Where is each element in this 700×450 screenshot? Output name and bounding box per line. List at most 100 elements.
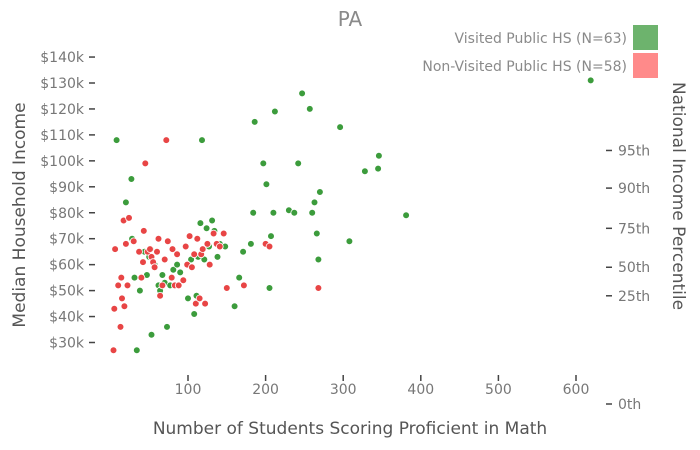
data-point [169,265,178,274]
data-point [154,234,163,243]
data-point [208,216,216,225]
y-tick-label: $130k [40,76,85,92]
data-point [314,284,323,292]
data-point [137,273,146,282]
data-point [122,240,130,248]
data-point [173,250,181,259]
data-point [136,286,144,295]
data-point [184,294,192,303]
data-point [269,209,278,217]
y-tick-label: $120k [40,102,85,118]
data-point [239,247,247,256]
x-tick-label: 600 [563,382,590,398]
data-point [173,260,181,269]
data-point [111,245,119,253]
y2-tick-label: 95th [618,143,650,159]
data-point [153,247,161,256]
data-point [141,159,150,168]
data-point [250,118,259,126]
data-point [135,247,143,256]
y-tick-label: $90k [49,180,85,196]
data-point [117,273,126,282]
data-point [374,164,382,173]
data-point [259,159,268,168]
data-point [118,294,126,303]
data-point [294,159,303,168]
y2-tick-label: 0th [618,397,641,413]
data-point [158,281,167,290]
data-point [202,224,211,233]
data-point [209,229,218,238]
data-point [205,260,214,269]
data-point [267,232,275,240]
data-point [127,175,136,183]
y-tick-label: $60k [49,258,85,274]
data-point [290,209,299,217]
data-point [247,240,255,248]
y2-tick-label: 25th [618,289,650,305]
data-point [130,273,139,282]
data-point [223,284,231,292]
data-point [265,284,274,292]
data-point [196,219,205,227]
data-point [112,136,121,144]
x-tick-label: 400 [407,382,434,398]
y2-tick-label: 90th [618,181,650,197]
secondary-y-axis: 0th 25th 50th 75th 90th 95th [606,143,650,413]
data-point [164,237,172,246]
data-point [271,107,279,116]
legend-swatch [633,25,658,50]
data-point [310,198,319,207]
y-tick-label: $100k [40,154,85,170]
data-point [146,245,154,253]
data-point [179,276,188,285]
data-point [129,237,138,246]
data-point [188,263,196,272]
data-point [133,346,141,355]
data-points [109,76,595,355]
data-point [110,304,119,313]
data-point [213,253,222,261]
data-point [198,136,206,144]
x-tick-label: 100 [175,382,202,398]
data-point [375,151,383,160]
data-point [230,302,239,311]
y-tick-label: $70k [49,232,85,248]
data-point [198,245,207,253]
y-axis-title: Median Household Income [10,102,30,327]
data-point [109,346,118,355]
series-non-visited-points [109,136,323,355]
data-point [192,299,200,308]
data-point [402,211,410,220]
x-axis: 100 200 300 400 500 600 [175,375,590,398]
data-point [156,291,164,300]
data-point [168,245,177,253]
legend: Visited Public HS (N=63) Non-Visited Publ… [422,25,658,78]
data-point [167,273,176,282]
legend-label: Visited Public HS (N=63) [455,31,627,47]
data-point [176,268,185,277]
data-point [195,294,204,303]
data-point [116,323,125,331]
data-point [139,258,147,266]
data-point [216,242,224,251]
y-tick-label: $30k [49,336,85,352]
data-point [150,263,159,272]
y-axis: $30k $40k $50k $60k $70k $80k $90k $100k $110k $1… [40,50,95,352]
data-point [345,237,354,246]
data-point [249,209,258,217]
data-point [586,76,595,85]
data-point [305,105,314,113]
data-point [262,180,271,189]
y2-tick-label: 75th [618,221,650,237]
y2-tick-label: 50th [618,260,650,276]
x-tick-label: 300 [330,382,357,398]
data-point [181,242,190,251]
data-point [316,188,324,196]
data-point [336,123,344,131]
x-tick-label: 500 [485,382,512,398]
data-point [147,330,156,339]
data-point [312,229,321,238]
data-point [235,273,244,282]
data-point [123,281,132,290]
